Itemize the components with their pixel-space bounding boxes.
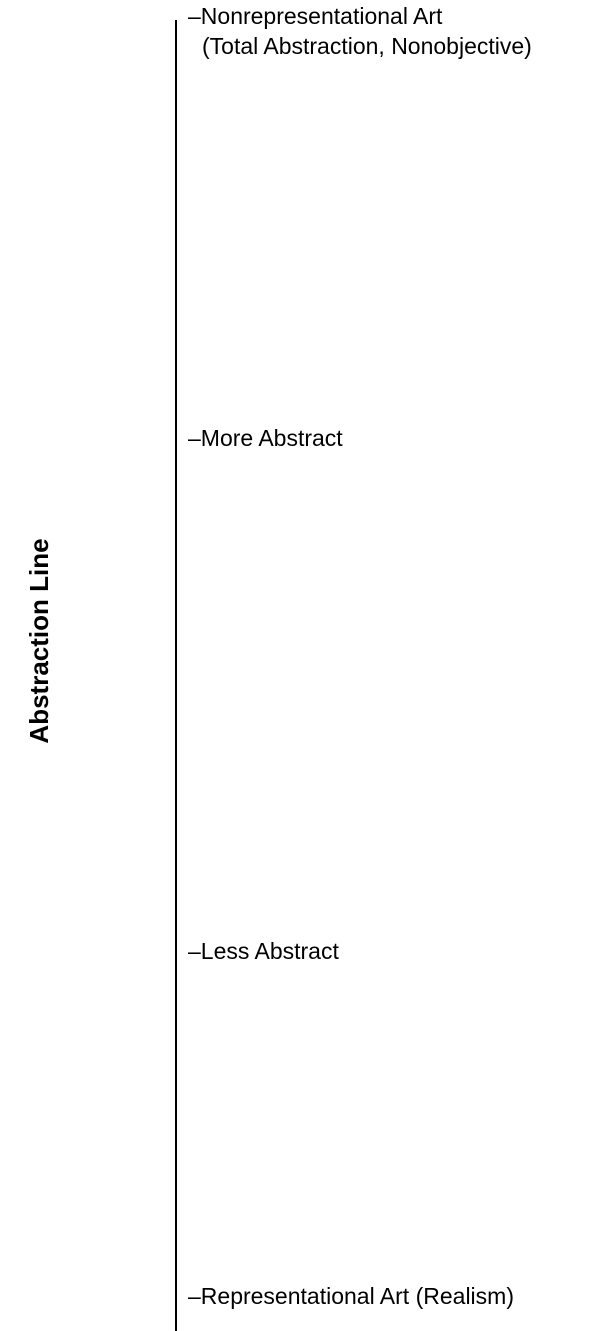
nonrepresentational-art-heading: –Nonrepresentational Art <box>188 3 443 29</box>
less-abstract-label: –Less Abstract <box>188 938 339 964</box>
representational-art-label: –Representational Art (Realism) <box>188 1283 514 1309</box>
more-abstract-label: –More Abstract <box>188 425 343 451</box>
nonrepresentational-art-subtitle: (Total Abstraction, Nonobjective) <box>202 33 532 59</box>
abstraction-line-title: Abstraction Line <box>24 538 54 744</box>
abstraction-axis-line <box>175 20 177 1331</box>
nonrepresentational-art-label: –Nonrepresentational Art (Total Abstract… <box>188 1 532 61</box>
